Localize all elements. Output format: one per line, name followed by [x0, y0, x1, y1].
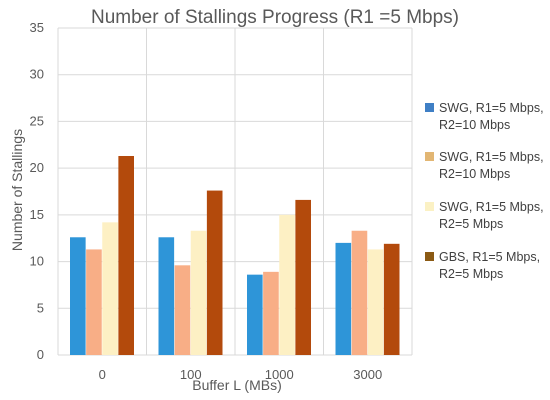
bar-series-4-1000	[295, 199, 311, 355]
bar-series-2-0	[86, 249, 102, 355]
legend-label: R2=10 Mbps	[439, 167, 510, 181]
legend-label: R2=5 Mbps	[439, 267, 503, 281]
chart-title: Number of Stallings Progress (R1 =5 Mbps…	[91, 7, 459, 28]
bars	[70, 155, 400, 355]
legend-swatch	[425, 252, 434, 261]
x-tick-label: 100	[180, 367, 202, 382]
y-tick-label: 25	[30, 113, 44, 128]
bar-series-4-0	[118, 155, 134, 355]
y-tick-label: 5	[37, 300, 44, 315]
bar-series-3-3000	[367, 249, 384, 355]
bar-series-1-1000	[247, 274, 263, 355]
legend-swatch	[425, 152, 434, 161]
bar-series-2-3000	[351, 230, 368, 355]
bar-series-2-100	[174, 265, 191, 355]
legend-swatch	[425, 202, 434, 211]
y-tick-label: 20	[30, 160, 44, 175]
y-tick-label: 0	[37, 347, 44, 362]
legend-label: SWG, R1=5 Mbps,	[439, 200, 544, 214]
y-tick-label: 30	[30, 67, 44, 82]
bar-series-4-3000	[383, 243, 400, 355]
bar-series-1-3000	[335, 242, 352, 355]
bar-series-3-1000	[279, 214, 295, 355]
legend-label: R2=5 Mbps	[439, 217, 503, 231]
legend-label: R2=10 Mbps	[439, 118, 510, 132]
y-tick-label: 10	[30, 254, 44, 269]
x-tick-label: 0	[99, 367, 106, 382]
legend-label: SWG, R1=5 Mbps,	[439, 101, 544, 115]
bar-series-4-100	[206, 190, 223, 355]
x-tick-label: 1000	[265, 367, 294, 382]
legend: SWG, R1=5 Mbps, R2=10 Mbps SWG, R1=5 Mbps,…	[425, 101, 544, 281]
x-tick-label: 3000	[353, 367, 382, 382]
y-tick-label: 15	[30, 207, 44, 222]
bar-series-2-1000	[263, 271, 279, 355]
bar-series-1-100	[158, 237, 175, 355]
bar-series-3-0	[102, 222, 118, 355]
y-axis-title: Number of Stallings	[9, 129, 25, 251]
x-tick-labels: 0 100 1000 3000	[99, 367, 383, 382]
x-axis-title: Buffer L (MBs)	[192, 377, 281, 393]
legend-swatch	[425, 103, 434, 112]
y-tick-labels: 0 5 10 15 20 25 30 35	[30, 20, 44, 362]
bar-series-3-100	[190, 230, 207, 355]
legend-label: SWG, R1=5 Mbps,	[439, 150, 544, 164]
legend-label: GBS, R1=5 Mbps,	[439, 250, 540, 264]
y-tick-label: 35	[30, 20, 44, 35]
bar-series-1-0	[70, 237, 86, 355]
